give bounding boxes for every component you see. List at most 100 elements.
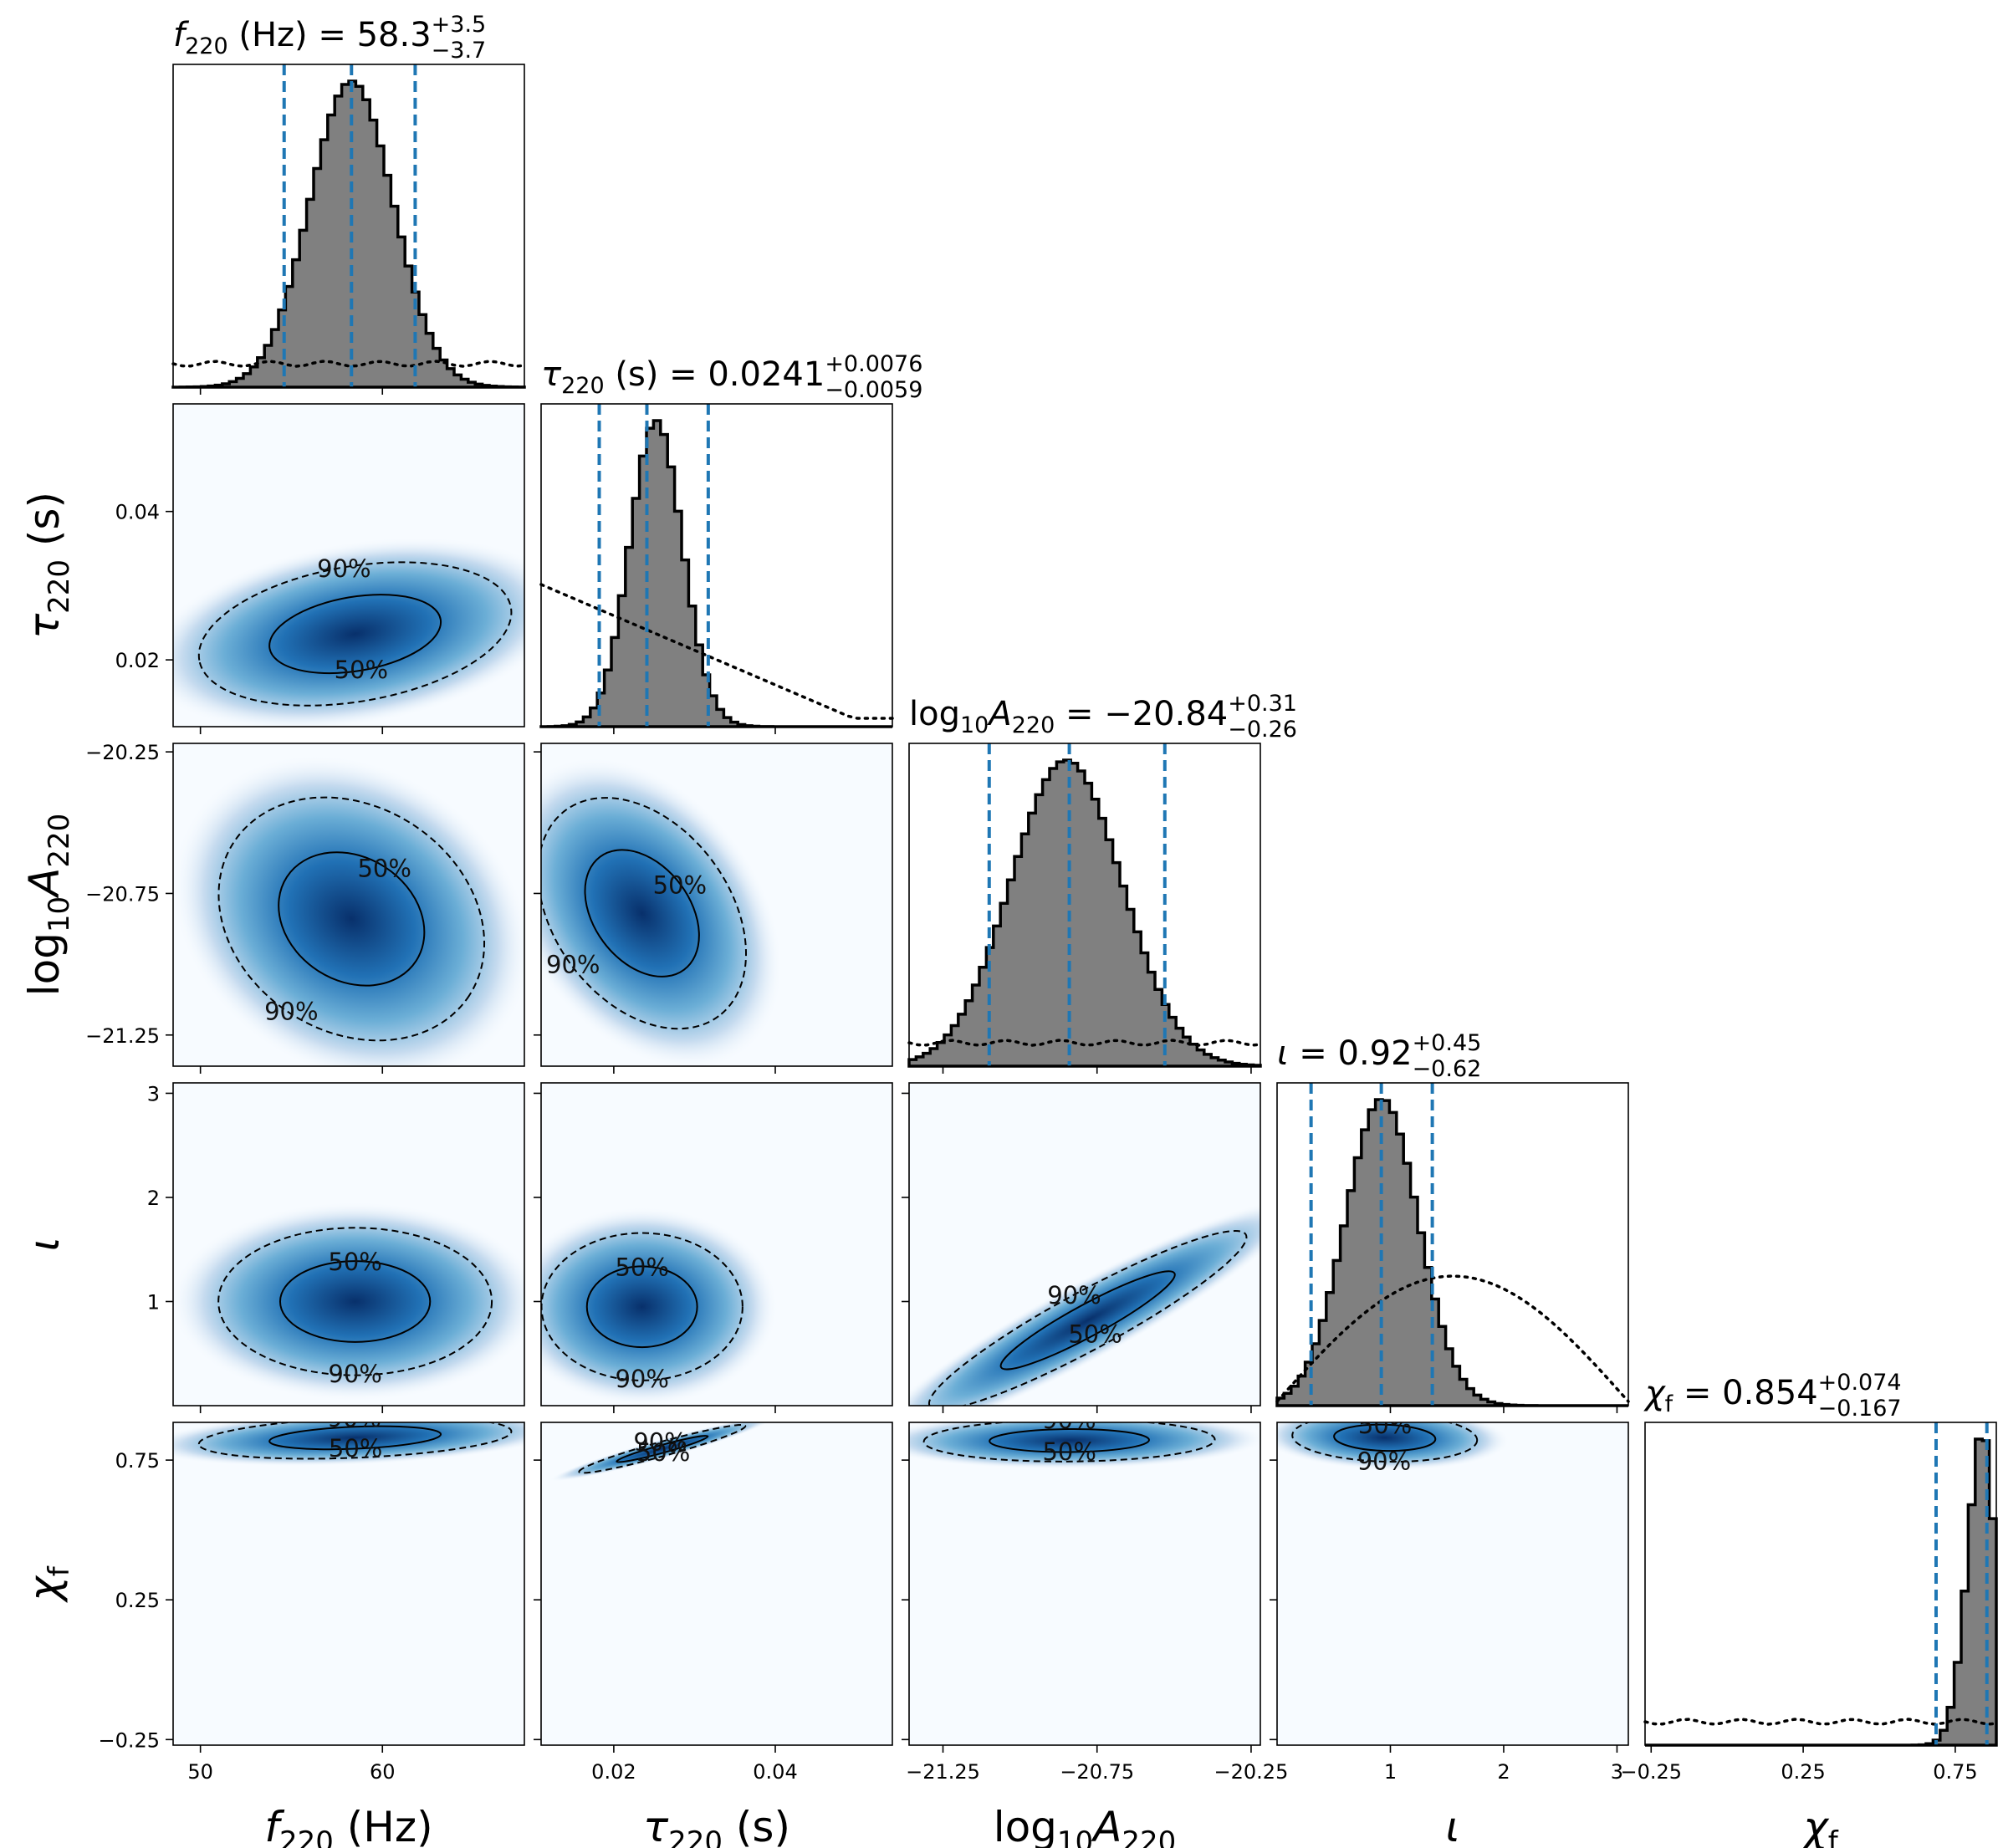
title-value: (Hz) = 58.3: [228, 16, 432, 54]
title-subscript: 10: [960, 712, 989, 738]
contour-label-50: 50%: [329, 1434, 382, 1463]
histogram-bars: [1275, 1098, 1628, 1407]
label-symbol: ι: [20, 1238, 69, 1252]
title-error-minus: −0.167: [1818, 1396, 1902, 1422]
contour-label-90: 90%: [327, 1404, 381, 1432]
panel-title: f220 (Hz) = 58.3+3.5 −3.7: [173, 12, 486, 64]
title-error-minus: −0.62: [1413, 1056, 1482, 1082]
density-clip: 90%50%: [541, 757, 783, 1066]
contour-90: [217, 1227, 493, 1376]
label-symbol2: A: [1091, 1803, 1122, 1848]
y-tick-label: 1: [147, 1290, 160, 1314]
histogram-panel: [539, 403, 894, 728]
panel-frame: [172, 1422, 525, 1746]
title-subscript: f: [1665, 1391, 1674, 1417]
contour-90: [927, 1230, 1248, 1406]
contour-50: [999, 1270, 1176, 1371]
contour-label-90: 90%: [633, 1428, 687, 1457]
contour-50: [268, 1425, 442, 1451]
panel-frame: [1644, 1422, 1997, 1746]
x-tick-label: −21.25: [906, 1760, 980, 1784]
contour-label-50: 50%: [1358, 1411, 1412, 1439]
density-clip: 90%50%: [541, 1207, 779, 1406]
label-symbol: ι: [1446, 1803, 1460, 1848]
prior-curve: [1643, 1718, 1998, 1726]
y-axis-label: τ220 (s): [20, 492, 76, 639]
y-tick-label: 0.04: [115, 501, 160, 524]
panel-background: [541, 1422, 892, 1745]
histogram-panel: [907, 743, 1262, 1068]
label-unit: (s): [723, 1803, 790, 1848]
label-symbol: log: [20, 932, 69, 996]
x-tick-label: 0.04: [753, 1760, 797, 1784]
contour-label-90: 90%: [546, 950, 600, 978]
density-panel: 90%50%: [172, 1404, 525, 1746]
contour-50: [585, 1265, 698, 1349]
panel-title: τ220 (s) = 0.0241+0.0076 −0.0059: [541, 351, 922, 403]
histogram-bars: [539, 419, 892, 728]
x-tick-label: −20.25: [1214, 1760, 1289, 1784]
contour-label-50: 50%: [636, 1438, 690, 1467]
label-symbol: χ: [20, 1575, 69, 1604]
title-subscript: 220: [561, 373, 605, 399]
contour-50: [1333, 1423, 1437, 1452]
density-blob: [541, 757, 783, 1066]
contour-90: [578, 1424, 747, 1474]
label-subscript: f: [43, 1565, 76, 1576]
y-tick-label: 0.75: [115, 1449, 160, 1473]
histogram-bars: [907, 758, 1262, 1068]
contour-label-90: 90%: [328, 1360, 381, 1388]
contour-50: [278, 1260, 432, 1343]
title-subscript2: 220: [1012, 712, 1055, 738]
histogram-panel: [171, 64, 526, 389]
x-tick-label: 0.02: [591, 1760, 636, 1784]
density-panel: 90%50%: [540, 1422, 893, 1746]
contour-label-90: 90%: [264, 998, 318, 1026]
label-symbol: χ: [1801, 1803, 1830, 1848]
y-axis-label: ι: [20, 1238, 69, 1252]
contour-label-50: 50%: [328, 1248, 381, 1276]
panel-frame: [908, 743, 1261, 1067]
density-panel: 90%50%: [908, 1422, 1261, 1746]
contour-label-50: 50%: [1042, 1437, 1096, 1466]
density-panel: 90%50%: [1276, 1411, 1629, 1746]
contour-label-50: 50%: [1068, 1320, 1122, 1348]
x-tick-label: 1: [1384, 1760, 1397, 1784]
x-axis-label: log10A220: [994, 1803, 1177, 1848]
contour-90: [1291, 1422, 1479, 1463]
y-tick-label: −21.25: [85, 1024, 160, 1048]
panel-frame: [540, 403, 893, 727]
panel-background: [909, 1422, 1260, 1745]
label-subscript: 10: [43, 896, 76, 932]
label-unit: (s): [20, 492, 69, 559]
x-tick-label: 3: [1611, 1760, 1623, 1784]
contour-90: [922, 1422, 1216, 1463]
density-clip: 90%50%: [173, 1404, 524, 1467]
title-value: = −20.84: [1055, 695, 1228, 733]
contour-50: [616, 1435, 709, 1463]
density-clip: 90% 50%: [173, 1202, 524, 1401]
density-panel: 90% 50%: [172, 1082, 525, 1406]
panel-frame: [1276, 1082, 1629, 1406]
x-tick-label: 50: [187, 1760, 213, 1784]
title-symbol: χ: [1643, 1374, 1666, 1412]
title-symbol: log: [909, 695, 960, 733]
y-axis-label: χf: [20, 1565, 76, 1604]
panel-frame: [540, 1422, 893, 1746]
label-subscript: 220: [279, 1825, 334, 1848]
panel-frame: [908, 1422, 1261, 1746]
density-panel: 90%50%: [908, 1082, 1261, 1406]
density-clip: 90%50%: [173, 754, 524, 1066]
contour-label-90: 90%: [1047, 1281, 1101, 1309]
density-panel: 90%50%: [540, 1082, 893, 1406]
title-subscript: 220: [185, 33, 228, 59]
contour-50: [584, 849, 700, 978]
contour-90: [217, 796, 486, 1042]
contour-50: [268, 594, 442, 675]
contour-label-90: 90%: [615, 1365, 668, 1393]
label-symbol2: A: [20, 868, 69, 899]
histogram-panel: [1643, 1422, 1998, 1747]
title-value: = 0.854: [1673, 1374, 1817, 1412]
panel-frame: [540, 1082, 893, 1406]
label-symbol: τ: [643, 1803, 669, 1848]
